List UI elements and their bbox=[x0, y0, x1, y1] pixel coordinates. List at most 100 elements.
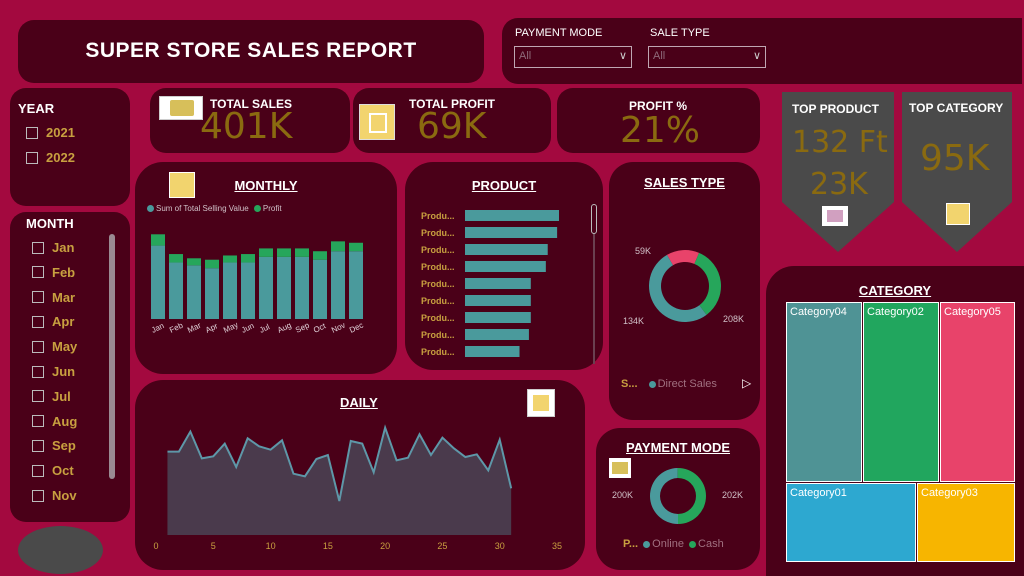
month-option[interactable]: Sep bbox=[32, 438, 76, 453]
bar-profit[interactable] bbox=[313, 251, 327, 260]
bar-sales[interactable] bbox=[331, 251, 345, 319]
bar-profit[interactable] bbox=[349, 242, 363, 252]
checkbox[interactable] bbox=[26, 151, 38, 164]
product-bar[interactable] bbox=[465, 210, 559, 221]
treemap-tile[interactable]: Category02 bbox=[863, 302, 939, 482]
month-option[interactable]: Jun bbox=[32, 364, 75, 379]
product-icon bbox=[822, 206, 848, 226]
product-bar[interactable] bbox=[465, 244, 548, 255]
month-option[interactable]: Aug bbox=[32, 414, 77, 429]
month-option[interactable]: Jul bbox=[32, 389, 71, 404]
product-bar[interactable] bbox=[465, 261, 546, 272]
month-option[interactable]: Oct bbox=[32, 463, 74, 478]
treemap: Category04 Category02 Category05 Categor… bbox=[786, 302, 1015, 562]
month-option[interactable]: May bbox=[32, 339, 77, 354]
bar-sales[interactable] bbox=[295, 256, 309, 319]
product-bar[interactable] bbox=[465, 346, 520, 357]
bar-profit[interactable] bbox=[331, 241, 345, 252]
bar-sales[interactable] bbox=[277, 256, 291, 319]
chevron-down-icon: ∨ bbox=[752, 50, 761, 62]
donut-slice[interactable] bbox=[677, 468, 706, 524]
donut-slice[interactable] bbox=[649, 254, 707, 322]
bar-profit[interactable] bbox=[169, 254, 183, 263]
bar-sales[interactable] bbox=[169, 262, 183, 319]
payment-mode-dropdown[interactable]: All ∨ bbox=[514, 46, 632, 68]
kpi-label: TOTAL SALES bbox=[210, 97, 293, 111]
month-option[interactable]: Feb bbox=[32, 265, 75, 280]
checkbox[interactable] bbox=[32, 489, 44, 502]
treemap-tile[interactable]: Category05 bbox=[940, 302, 1015, 482]
bar-sales[interactable] bbox=[259, 256, 273, 319]
checkbox[interactable] bbox=[32, 291, 44, 304]
daily-line[interactable] bbox=[167, 424, 513, 502]
checkbox[interactable] bbox=[32, 340, 44, 353]
bar-profit[interactable] bbox=[187, 258, 201, 266]
checkbox[interactable] bbox=[32, 439, 44, 452]
sales-type-card: SALES TYPE 59K 134K 208K S... Direct Sales… bbox=[609, 162, 760, 420]
tile-label: Category04 bbox=[790, 306, 847, 318]
month-option-label: Feb bbox=[52, 264, 76, 280]
treemap-tile[interactable]: Category03 bbox=[917, 483, 1015, 562]
page-title: SUPER STORE SALES REPORT bbox=[85, 39, 417, 62]
checkbox[interactable] bbox=[32, 315, 44, 328]
bar-profit[interactable] bbox=[205, 259, 219, 269]
product-bar[interactable] bbox=[465, 312, 531, 323]
play-icon[interactable]: ▷ bbox=[742, 376, 752, 390]
legend-label: Profit bbox=[262, 204, 282, 213]
scrollbar[interactable] bbox=[591, 204, 597, 234]
checkbox[interactable] bbox=[32, 390, 44, 403]
month-option[interactable]: Mar bbox=[32, 290, 75, 305]
bar-profit[interactable] bbox=[151, 234, 165, 246]
bar-sales[interactable] bbox=[313, 259, 327, 319]
year-slicer: YEAR 2021 2022 bbox=[10, 88, 130, 206]
month-option-label: Jul bbox=[52, 388, 71, 404]
donut-slice[interactable] bbox=[649, 468, 678, 524]
bar-sales[interactable] bbox=[151, 245, 165, 319]
x-tick-label: 25 bbox=[437, 541, 447, 551]
year-option[interactable]: 2021 bbox=[26, 125, 75, 140]
bar-profit[interactable] bbox=[259, 248, 273, 257]
x-tick-label: Jul bbox=[258, 322, 271, 335]
sale-type-dropdown[interactable]: All ∨ bbox=[648, 46, 766, 68]
bar-sales[interactable] bbox=[223, 262, 237, 319]
year-option[interactable]: 2022 bbox=[26, 150, 75, 165]
donut-slice[interactable] bbox=[694, 252, 721, 315]
y-tick-label: Produ... bbox=[421, 330, 455, 340]
kpi-profit-percent: PROFIT % 21% bbox=[557, 88, 760, 153]
bar-profit[interactable] bbox=[223, 255, 237, 263]
bar-sales[interactable] bbox=[187, 265, 201, 319]
tile-label: Category05 bbox=[944, 306, 1001, 318]
bar-sales[interactable] bbox=[349, 251, 363, 319]
checkbox[interactable] bbox=[32, 241, 44, 254]
checkbox[interactable] bbox=[32, 464, 44, 477]
month-option[interactable]: Jan bbox=[32, 240, 74, 255]
donut-slice[interactable] bbox=[667, 250, 700, 266]
x-tick-label: 35 bbox=[552, 541, 562, 551]
bar-profit[interactable] bbox=[277, 248, 291, 257]
bar-profit[interactable] bbox=[295, 248, 309, 257]
checkbox[interactable] bbox=[32, 415, 44, 428]
month-option[interactable]: Apr bbox=[32, 314, 74, 329]
x-tick-label: 20 bbox=[380, 541, 390, 551]
product-bar[interactable] bbox=[465, 227, 558, 238]
sale-type-label: SALE TYPE bbox=[650, 27, 710, 39]
y-tick-label: Produ... bbox=[421, 313, 455, 323]
product-bar[interactable] bbox=[465, 278, 531, 289]
sale-type-value: All bbox=[653, 50, 666, 62]
year-title: YEAR bbox=[18, 101, 55, 116]
month-option[interactable]: Nov bbox=[32, 488, 77, 503]
data-label: 200K bbox=[612, 490, 633, 500]
bar-sales[interactable] bbox=[205, 268, 219, 319]
treemap-tile[interactable]: Category04 bbox=[786, 302, 862, 482]
sales-type-title: SALES TYPE bbox=[644, 175, 725, 190]
checkbox[interactable] bbox=[26, 126, 38, 139]
bar-sales[interactable] bbox=[241, 262, 255, 319]
checkbox[interactable] bbox=[32, 266, 44, 279]
checkbox[interactable] bbox=[32, 365, 44, 378]
x-tick-label: Aug bbox=[276, 321, 293, 335]
product-bar[interactable] bbox=[465, 329, 529, 340]
scrollbar[interactable] bbox=[109, 234, 115, 479]
bar-profit[interactable] bbox=[241, 254, 255, 263]
product-bar[interactable] bbox=[465, 295, 531, 306]
treemap-tile[interactable]: Category01 bbox=[786, 483, 916, 562]
